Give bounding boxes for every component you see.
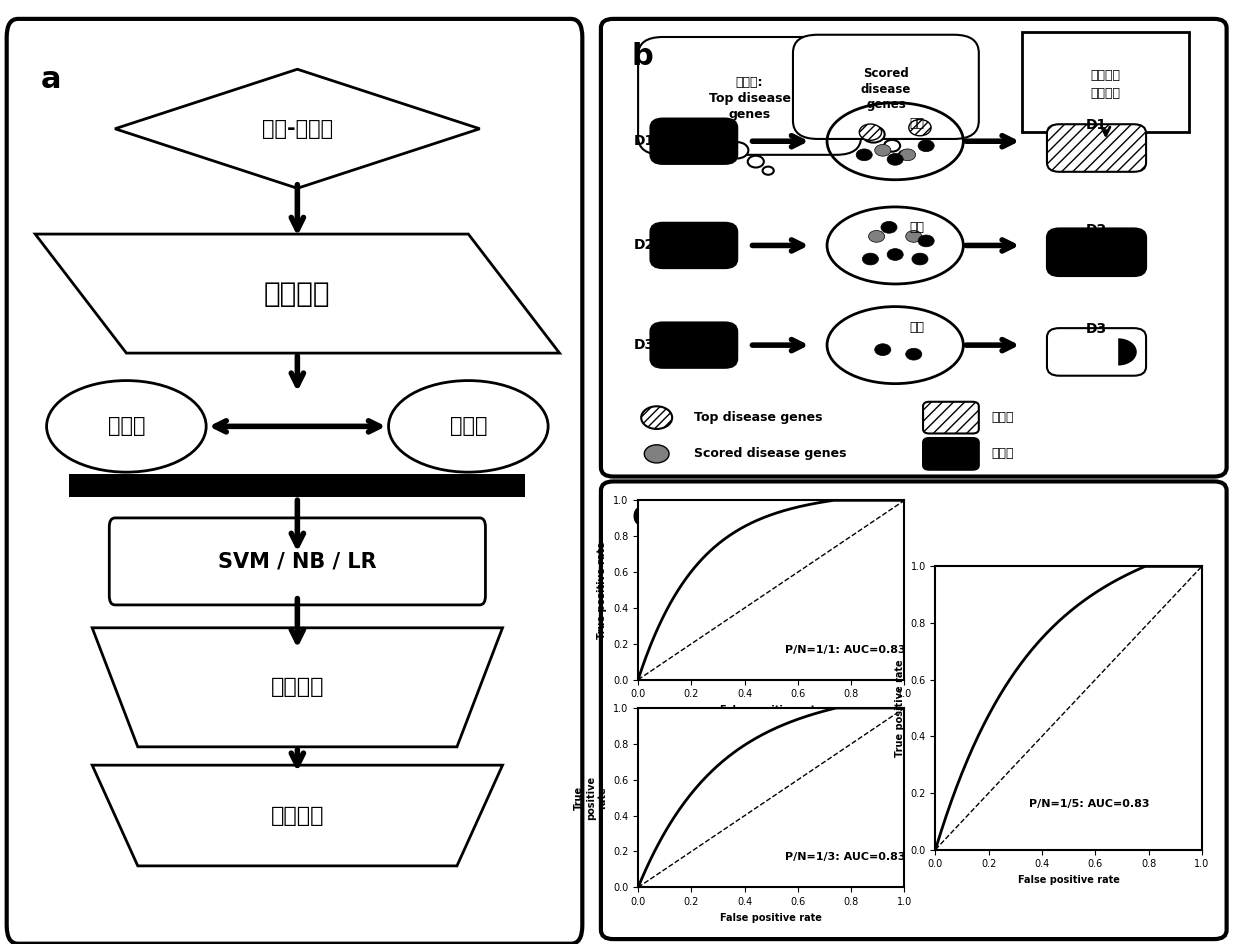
FancyBboxPatch shape [923,438,979,470]
FancyBboxPatch shape [638,37,861,155]
Circle shape [862,126,885,143]
Text: P/N=1/5: AUC=0.83: P/N=1/5: AUC=0.83 [1028,800,1150,809]
Circle shape [862,253,878,265]
Text: 特征属性: 特征属性 [264,279,331,308]
Text: 机器学习: 机器学习 [1090,69,1121,82]
Text: 正样本: 正样本 [108,416,145,436]
Text: 靶标: 靶标 [909,221,924,234]
FancyBboxPatch shape [650,119,737,164]
Text: 模型评估: 模型评估 [270,678,325,698]
Circle shape [747,156,763,167]
Circle shape [918,140,934,152]
Text: D1: D1 [1085,118,1108,132]
FancyBboxPatch shape [650,223,737,268]
Text: D2: D2 [633,239,655,252]
Text: 有活性: 有活性 [991,412,1014,424]
Text: P/N=1/3: AUC=0.83: P/N=1/3: AUC=0.83 [784,852,906,863]
Text: 负样本: 负样本 [450,416,487,436]
Text: Scored: Scored [864,67,908,79]
Text: C: C [632,504,654,533]
Circle shape [860,124,881,141]
FancyBboxPatch shape [1022,32,1189,132]
Text: 药物-疾病对: 药物-疾病对 [261,119,333,139]
FancyBboxPatch shape [601,19,1227,477]
Circle shape [644,481,669,499]
FancyBboxPatch shape [923,438,979,470]
Circle shape [898,151,909,159]
Text: 无活性: 无活性 [991,483,1014,497]
Circle shape [869,230,885,243]
FancyBboxPatch shape [6,19,582,944]
X-axis label: False positive rate: False positive rate [720,705,823,715]
Text: a: a [41,64,62,93]
Circle shape [641,406,672,429]
Text: D3: D3 [1085,322,1108,336]
X-axis label: False positive rate: False positive rate [720,913,823,922]
Text: genes: genes [866,98,906,111]
Text: D2: D2 [1085,223,1108,237]
Circle shape [906,348,922,360]
FancyBboxPatch shape [1047,228,1146,276]
FancyBboxPatch shape [923,402,979,433]
X-axis label: False positive rate: False positive rate [1017,875,1120,885]
Text: 靶标: 靶标 [909,321,924,333]
Circle shape [875,144,891,156]
Circle shape [887,248,903,261]
FancyBboxPatch shape [1047,228,1146,276]
Text: 数据库:: 数据库: [736,76,763,89]
FancyBboxPatch shape [1047,125,1146,172]
Y-axis label: True positive rate: True positive rate [895,659,904,757]
Text: D1: D1 [633,134,655,148]
Text: 在线服务: 在线服务 [270,805,325,825]
Circle shape [900,149,916,160]
Text: 其它: 其它 [694,483,709,497]
Text: P/N=1/1: AUC=0.83: P/N=1/1: AUC=0.83 [784,645,906,655]
Text: 预测模型: 预测模型 [1090,87,1121,100]
Text: 靶标: 靶标 [909,117,924,129]
FancyBboxPatch shape [69,475,525,497]
FancyBboxPatch shape [650,323,737,368]
Circle shape [762,166,773,175]
Text: disease: disease [861,83,911,95]
Wedge shape [966,478,984,503]
Circle shape [912,253,928,265]
Circle shape [918,235,934,246]
Circle shape [644,445,669,463]
FancyBboxPatch shape [793,35,979,139]
Circle shape [856,149,872,160]
Text: 有活性: 有活性 [991,447,1014,461]
Circle shape [909,120,932,136]
Y-axis label: True
positive
rate: True positive rate [574,776,607,819]
Circle shape [881,222,897,233]
Y-axis label: True positive rate: True positive rate [597,541,607,639]
Circle shape [875,344,891,356]
Text: SVM / NB / LR: SVM / NB / LR [218,552,377,572]
FancyBboxPatch shape [601,481,1227,939]
Circle shape [887,154,903,165]
Circle shape [906,230,922,243]
FancyBboxPatch shape [1047,329,1146,376]
Text: b: b [632,42,654,71]
FancyBboxPatch shape [109,518,486,605]
FancyBboxPatch shape [923,474,979,506]
Text: Scored disease genes: Scored disease genes [694,447,846,461]
Text: D3: D3 [633,338,655,352]
Wedge shape [1118,338,1137,365]
Text: genes: genes [729,108,771,121]
Text: Top disease: Top disease [709,92,790,105]
Circle shape [883,140,900,152]
Circle shape [726,143,748,159]
Text: Top disease genes: Top disease genes [694,412,823,424]
